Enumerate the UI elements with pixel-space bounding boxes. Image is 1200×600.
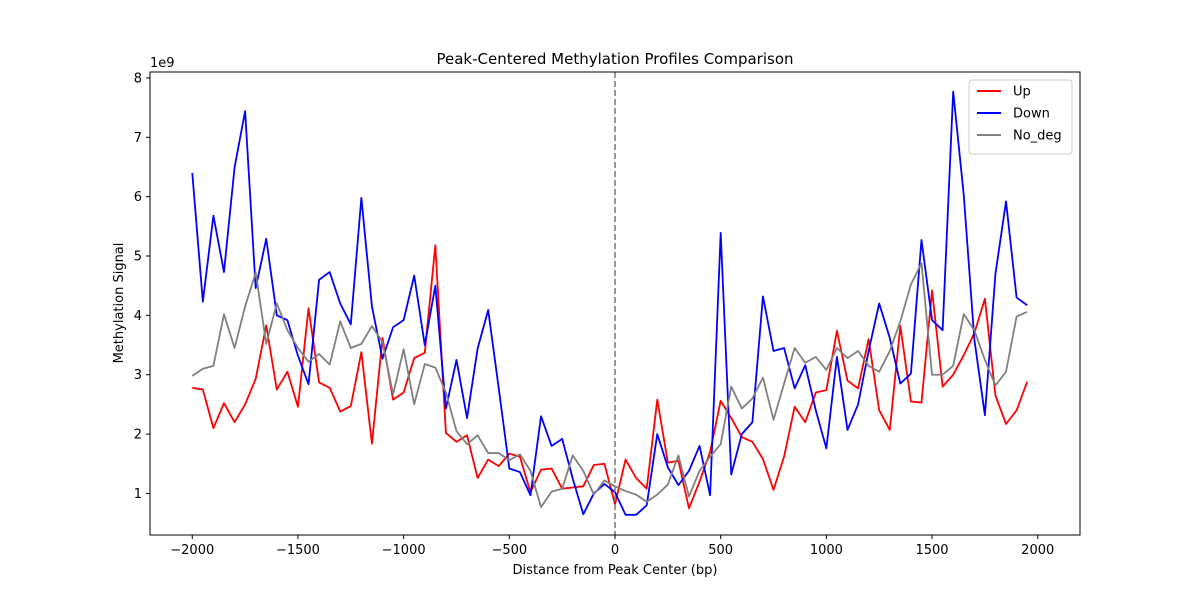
- x-tick-label: −1500: [276, 543, 320, 558]
- legend-label: Up: [1013, 85, 1031, 100]
- axes-frame: [149, 71, 1081, 536]
- x-tick-label: 0: [611, 543, 619, 558]
- x-tick-label: −1000: [382, 543, 426, 558]
- legend-label: Down: [1013, 107, 1050, 122]
- chart-title: Peak-Centered Methylation Profiles Compa…: [436, 50, 793, 68]
- y-tick-label: 5: [134, 250, 142, 265]
- y-tick-label: 3: [134, 368, 142, 383]
- x-tick-label: −500: [491, 543, 527, 558]
- y-tick-label: 6: [134, 190, 142, 205]
- x-tick-label: 1000: [810, 543, 843, 558]
- y-tick-label: 7: [134, 131, 142, 146]
- y-tick-label: 2: [134, 428, 142, 443]
- y-scale-label: 1e9: [150, 56, 175, 71]
- y-tick-label: 4: [134, 309, 142, 324]
- x-axis-label: Distance from Peak Center (bp): [513, 563, 718, 578]
- legend-label: No_deg: [1013, 129, 1062, 144]
- x-tick-label: 500: [708, 543, 733, 558]
- x-tick-label: 1500: [915, 543, 948, 558]
- x-tick-label: 2000: [1021, 543, 1054, 558]
- legend: Up Down No_deg: [968, 79, 1073, 155]
- y-axis-label: Methylation Signal: [112, 243, 127, 364]
- series-line-down: [191, 90, 1028, 516]
- y-tick-label: 8: [134, 71, 142, 86]
- plot-area: −2000 −1500 −1000 −500 0 500 1000 1500 2000 1 2 3 4 5…: [134, 71, 1081, 558]
- series-line-up: [192, 244, 1029, 510]
- series-line-no-deg: [191, 262, 1028, 509]
- y-tick-label: 1: [134, 487, 142, 502]
- x-tick-label: −2000: [170, 543, 214, 558]
